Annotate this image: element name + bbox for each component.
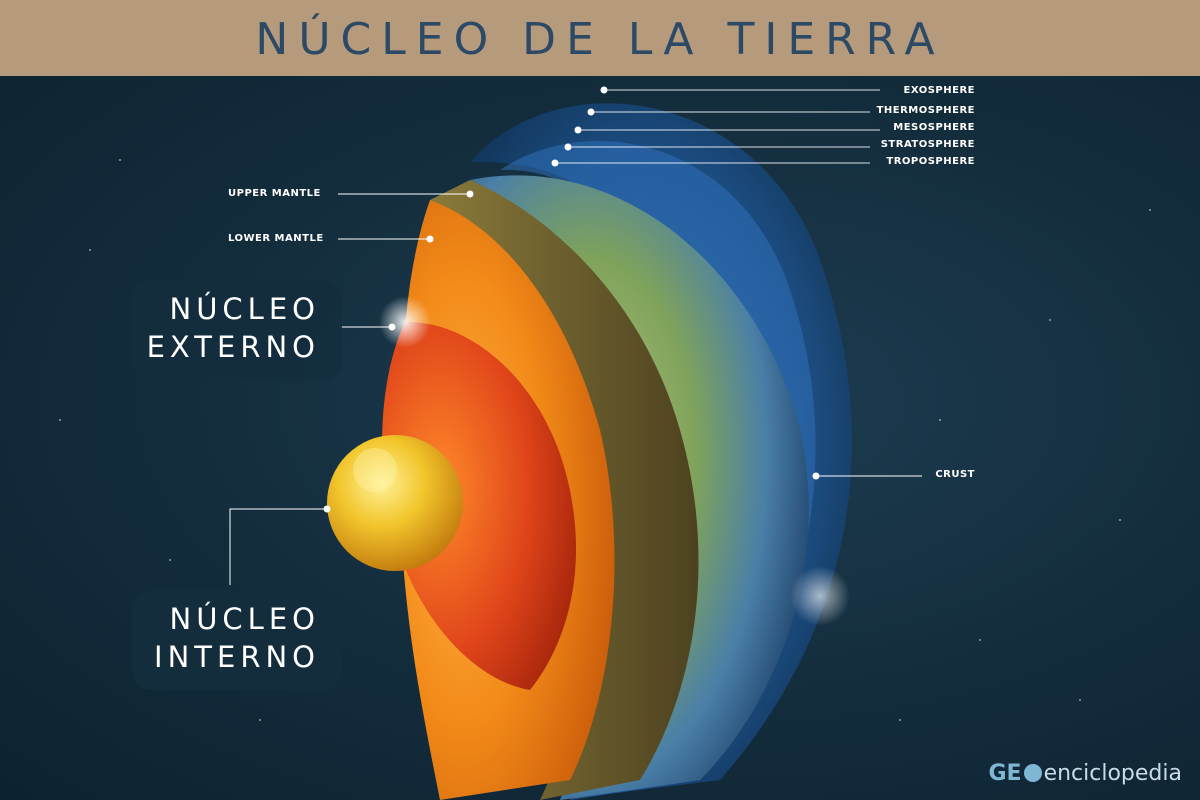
brand-logo: GE enciclopedia: [988, 761, 1182, 786]
crust-layer: [430, 180, 699, 800]
inner-core-label-line2: INTERNO: [154, 640, 320, 674]
brand-enciclopedia: enciclopedia: [1043, 761, 1182, 786]
outer-core-label: NÚCLEO EXTERNO: [132, 290, 320, 366]
light-flare: [379, 296, 431, 348]
outer-core-dot: [388, 323, 396, 331]
label-crust: CRUST: [935, 469, 975, 480]
crust-dot: [812, 472, 820, 480]
inner-core-label-line1: NÚCLEO: [169, 602, 320, 636]
lower-mantle-dot: [426, 235, 434, 243]
star-field: [59, 159, 1151, 721]
outer-core-label-box: [132, 280, 342, 380]
title-bar: [0, 0, 1200, 76]
inner-core-label: NÚCLEO INTERNO: [132, 600, 320, 676]
inner-core-sphere: [327, 435, 463, 571]
earth-cutaway-diagram: EXOSPHERE THERMOSPHERE MESOSPHERE STRATO…: [59, 85, 1151, 800]
label-stratosphere: STRATOSPHERE: [881, 139, 975, 150]
light-flare: [790, 566, 850, 626]
brand-geo: GE: [988, 761, 1022, 786]
outer-core-layer: [382, 321, 577, 690]
inner-core-leader: [229, 508, 327, 585]
inner-core-label-box: [132, 590, 342, 690]
globe-icon: [1023, 764, 1042, 782]
upper-mantle-dot: [466, 190, 474, 198]
label-lower-mantle: LOWER MANTLE: [228, 233, 324, 244]
label-upper-mantle: UPPER MANTLE: [228, 188, 321, 199]
atmosphere-dots: [551, 86, 608, 167]
outer-core-label-line1: NÚCLEO: [169, 292, 320, 326]
label-thermosphere: THERMOSPHERE: [877, 105, 975, 116]
atmosphere-leaders: [555, 89, 880, 164]
label-exosphere: EXOSPHERE: [904, 85, 975, 96]
inner-core-dot: [323, 505, 331, 513]
label-troposphere: TROPOSPHERE: [886, 156, 975, 167]
page-title: NÚCLEO DE LA TIERRA: [255, 14, 945, 65]
inner-core-highlight: [353, 448, 397, 492]
outer-core-label-line2: EXTERNO: [146, 330, 320, 364]
label-mesosphere: MESOSPHERE: [893, 122, 975, 133]
